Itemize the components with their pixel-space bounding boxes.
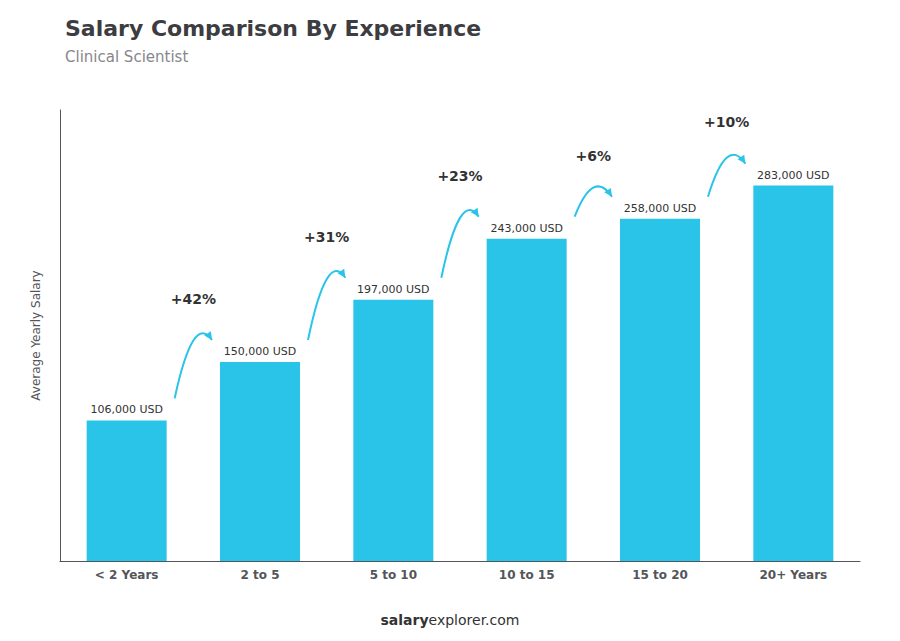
svg-text:2 to 5: 2 to 5 bbox=[240, 568, 279, 582]
svg-text:20+ Years: 20+ Years bbox=[759, 568, 827, 582]
svg-text:243,000 USD: 243,000 USD bbox=[490, 222, 563, 235]
svg-text:+42%: +42% bbox=[171, 291, 216, 307]
svg-text:5 to 10: 5 to 10 bbox=[370, 568, 417, 582]
svg-text:salary: salary bbox=[381, 612, 429, 628]
svg-text:Salary Comparison By Experienc: Salary Comparison By Experience bbox=[65, 16, 481, 41]
svg-text:283,000 USD: 283,000 USD bbox=[757, 169, 830, 182]
svg-text:197,000 USD: 197,000 USD bbox=[357, 283, 430, 296]
svg-text:< 2 Years: < 2 Years bbox=[95, 568, 159, 582]
svg-text:258,000 USD: 258,000 USD bbox=[624, 202, 697, 215]
svg-text:Average Yearly Salary: Average Yearly Salary bbox=[29, 270, 43, 400]
svg-text:+10%: +10% bbox=[704, 114, 749, 130]
svg-text:+31%: +31% bbox=[304, 229, 349, 245]
svg-text:10 to 15: 10 to 15 bbox=[499, 568, 555, 582]
svg-text:+23%: +23% bbox=[437, 168, 482, 184]
svg-text:explorer.com: explorer.com bbox=[429, 612, 520, 628]
svg-text:106,000 USD: 106,000 USD bbox=[90, 403, 163, 416]
svg-text:150,000 USD: 150,000 USD bbox=[224, 345, 297, 358]
svg-text:+6%: +6% bbox=[576, 148, 612, 164]
svg-text:15 to 20: 15 to 20 bbox=[632, 568, 688, 582]
svg-text:Clinical Scientist: Clinical Scientist bbox=[65, 48, 188, 66]
